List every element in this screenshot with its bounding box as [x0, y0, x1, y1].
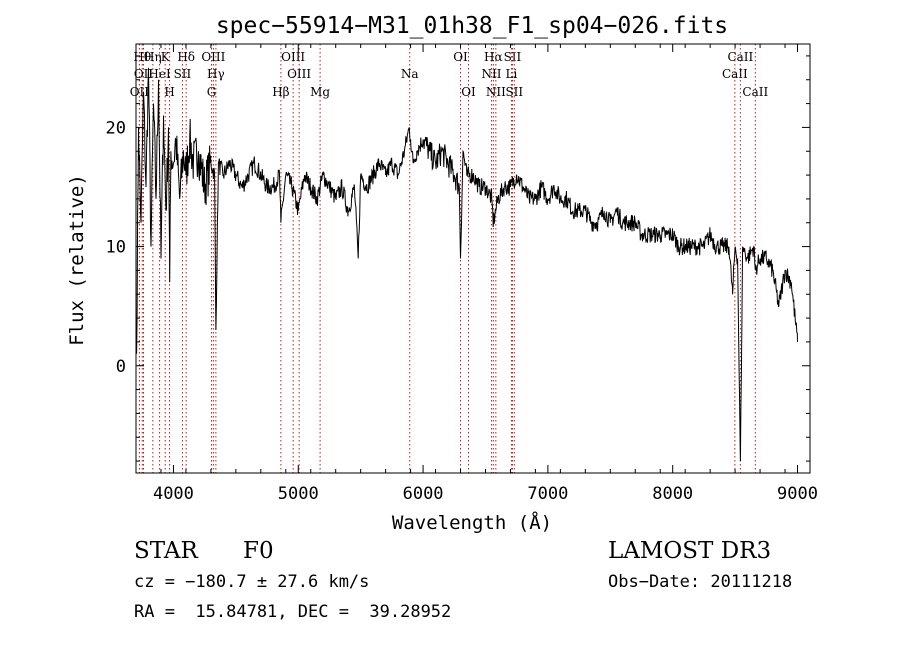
spectral-line-label: Hβ: [272, 85, 289, 99]
spectral-line-label: Li: [506, 67, 518, 81]
x-tick-label: 9000: [777, 484, 818, 504]
x-tick-label: 7000: [527, 484, 568, 504]
axis-tick-layer: 4000 5000 6000 7000 8000 9000 0 10 20: [106, 44, 818, 504]
spectral-line-label: OI: [453, 50, 468, 64]
x-tick-label: 4000: [153, 484, 194, 504]
spectral-line-label: OIII: [201, 50, 225, 64]
x-tick-label: 5000: [278, 484, 319, 504]
spectral-line-label: CaII: [727, 50, 753, 64]
spectral-line-label: OIII: [281, 50, 305, 64]
spectral-line-label: OI: [461, 85, 476, 99]
spectrum-series-line: [136, 67, 798, 462]
spectral-line-label: OIII: [287, 67, 311, 81]
object-class: STAR: [134, 538, 198, 564]
spectral-line-label: SII: [505, 85, 523, 99]
chart-title: spec−55914−M31_01h38_F1_sp04−026.fits: [216, 13, 728, 39]
x-axis-label: Wavelength (Å): [392, 511, 552, 534]
spectral-line-label: CaII: [742, 85, 768, 99]
object-subclass: F0: [243, 538, 274, 564]
spectral-line-label: Hγ: [207, 67, 225, 81]
spectral-line-label: Hθ: [133, 50, 151, 64]
spectral-line-label: NII: [481, 67, 501, 81]
spectral-line-label: Hη: [144, 50, 162, 64]
sky-coordinates: RA = 15.84781, DEC = 39.28952: [134, 602, 452, 622]
spectral-line-label: OII: [130, 85, 150, 99]
spectral-line-label: CaII: [722, 67, 748, 81]
redshift-velocity: cz = −180.7 ± 27.6 km/s: [134, 572, 370, 592]
y-tick-label: 0: [116, 357, 126, 377]
spectral-line-label: Mg: [310, 85, 330, 99]
x-tick-label: 8000: [652, 484, 693, 504]
spectral-line-label: Hδ: [177, 50, 195, 64]
spectral-line-label: H: [164, 85, 174, 99]
spectral-line-label: NII: [486, 85, 506, 99]
spectral-line-label: K: [161, 50, 171, 64]
survey-name: LAMOST DR3: [608, 538, 772, 564]
plot-frame: [135, 43, 811, 474]
observation-date: Obs−Date: 20111218: [608, 572, 793, 592]
y-tick-label: 10: [106, 238, 126, 258]
spectral-line-label: Na: [401, 67, 419, 81]
spectral-line-label: SII: [174, 67, 192, 81]
spectral-line-label: G: [207, 85, 217, 99]
y-axis-label: Flux (relative): [66, 174, 88, 346]
spectral-line-label: HeI: [148, 67, 171, 81]
spectral-line-label: SII: [504, 50, 522, 64]
y-tick-label: 20: [106, 118, 126, 138]
x-tick-label: 6000: [403, 484, 444, 504]
spectral-line-label: Hα: [484, 50, 503, 64]
